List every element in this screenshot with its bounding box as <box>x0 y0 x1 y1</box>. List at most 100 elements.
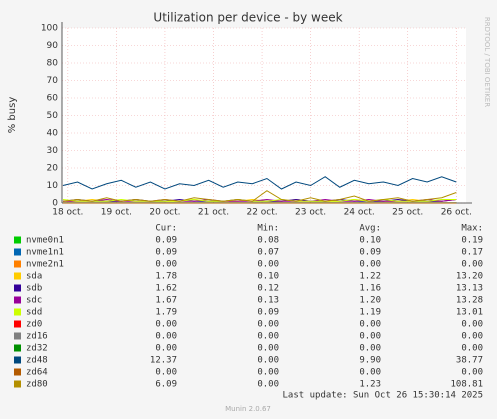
legend-name: zd0 <box>26 320 42 330</box>
footer: Munin 2.0.67 <box>225 405 271 413</box>
legend-stat: 0.08 <box>257 236 279 246</box>
y-tick-label: 80 <box>47 59 59 69</box>
legend-stat: 1.79 <box>155 308 177 318</box>
legend-stat: 0.00 <box>461 344 483 354</box>
legend-stat: 13.28 <box>456 296 483 306</box>
legend-swatch <box>14 308 21 316</box>
legend-stat: 0.09 <box>155 236 177 246</box>
legend-swatch <box>14 260 21 268</box>
series-line <box>62 190 457 202</box>
legend-name: nvme1n1 <box>26 248 64 258</box>
legend-stat: 0.00 <box>257 380 279 390</box>
legend-name: nvme0n1 <box>26 236 64 246</box>
legend-name: zd48 <box>26 356 48 366</box>
x-tick-label: 25 oct. <box>392 208 423 218</box>
side-label: RRDTOOL / TOBI OETIKER <box>483 17 491 107</box>
x-tick-label: 19 oct. <box>101 208 132 218</box>
legend-stat: 0.00 <box>359 260 381 270</box>
legend-name: zd32 <box>26 344 48 354</box>
x-tick-label: 18 oct. <box>52 208 83 218</box>
y-tick-label: 70 <box>47 76 59 86</box>
y-axis-label: % busy <box>7 97 18 134</box>
legend-header: Min: <box>257 224 279 234</box>
legend-swatch <box>14 236 21 244</box>
legend-stat: 0.09 <box>155 248 177 258</box>
x-tick-label: 26 oct. <box>441 208 472 218</box>
legend-header: Cur: <box>155 224 177 234</box>
legend-stat: 0.00 <box>461 320 483 330</box>
legend-stat: 0.19 <box>461 236 483 246</box>
legend-stat: 38.77 <box>456 356 483 366</box>
legend-stat: 0.00 <box>257 260 279 270</box>
legend-name: nvme2n1 <box>26 260 64 270</box>
last-update: Last update: Sun Oct 26 15:30:14 2025 <box>283 391 483 401</box>
legend-stat: 13.20 <box>456 272 483 282</box>
legend-stat: 0.00 <box>359 344 381 354</box>
y-tick-label: 40 <box>47 129 59 139</box>
legend-stat: 0.00 <box>257 344 279 354</box>
legend-swatch <box>14 332 21 340</box>
legend-stat: 108.81 <box>450 380 483 390</box>
y-tick-label: 30 <box>47 146 59 156</box>
legend-stat: 1.16 <box>359 284 381 294</box>
legend-stat: 13.13 <box>456 284 483 294</box>
legend-stat: 0.00 <box>359 332 381 342</box>
legend-stat: 0.00 <box>155 368 177 378</box>
legend-stat: 1.22 <box>359 272 381 282</box>
legend-stat: 1.20 <box>359 296 381 306</box>
y-tick-label: 90 <box>47 41 59 51</box>
legend-stat: 0.00 <box>461 368 483 378</box>
x-tick-label: 22 oct. <box>246 208 277 218</box>
legend-stat: 0.00 <box>359 320 381 330</box>
legend-stat: 6.09 <box>155 380 177 390</box>
x-tick-label: 21 oct. <box>198 208 229 218</box>
legend-name: sdd <box>26 308 42 318</box>
legend-stat: 0.09 <box>359 248 381 258</box>
series-line <box>62 176 457 190</box>
y-tick-label: 20 <box>47 164 59 174</box>
series-line <box>62 198 457 202</box>
legend-swatch <box>14 380 21 388</box>
legend-stat: 0.00 <box>257 368 279 378</box>
legend-stat: 0.00 <box>359 368 381 378</box>
legend-name: zd16 <box>26 332 48 342</box>
legend-stat: 0.00 <box>155 344 177 354</box>
legend-stat: 0.00 <box>155 260 177 270</box>
legend-stat: 0.17 <box>461 248 483 258</box>
legend-stat: 1.78 <box>155 272 177 282</box>
y-tick-label: 10 <box>47 181 59 191</box>
legend-swatch <box>14 248 21 256</box>
legend-stat: 12.37 <box>150 356 177 366</box>
legend-stat: 0.07 <box>257 248 279 258</box>
legend-stat: 1.23 <box>359 380 381 390</box>
legend-stat: 1.67 <box>155 296 177 306</box>
legend-stat: 0.00 <box>155 320 177 330</box>
legend-swatch <box>14 296 21 304</box>
legend-stat: 0.00 <box>155 332 177 342</box>
legend-name: sdb <box>26 284 42 294</box>
legend-stat: 0.00 <box>257 332 279 342</box>
legend-stat: 0.00 <box>257 356 279 366</box>
legend-stat: 0.10 <box>359 236 381 246</box>
x-tick-label: 23 oct. <box>295 208 326 218</box>
legend-name: zd64 <box>26 368 48 378</box>
legend-stat: 0.10 <box>257 272 279 282</box>
legend-stat: 0.00 <box>461 332 483 342</box>
x-tick-label: 24 oct. <box>344 208 375 218</box>
legend-stat: 1.19 <box>359 308 381 318</box>
legend-stat: 0.09 <box>257 308 279 318</box>
legend-swatch <box>14 368 21 376</box>
legend-name: zd80 <box>26 380 48 390</box>
legend-stat: 9.90 <box>359 356 381 366</box>
y-tick-label: 100 <box>41 24 58 34</box>
legend-stat: 0.00 <box>257 320 279 330</box>
legend-stat: 0.12 <box>257 284 279 294</box>
legend-stat: 13.01 <box>456 308 483 318</box>
y-tick-label: 50 <box>47 111 59 121</box>
legend-swatch <box>14 356 21 364</box>
legend-swatch <box>14 284 21 292</box>
legend-swatch <box>14 344 21 352</box>
legend-name: sda <box>26 272 42 282</box>
